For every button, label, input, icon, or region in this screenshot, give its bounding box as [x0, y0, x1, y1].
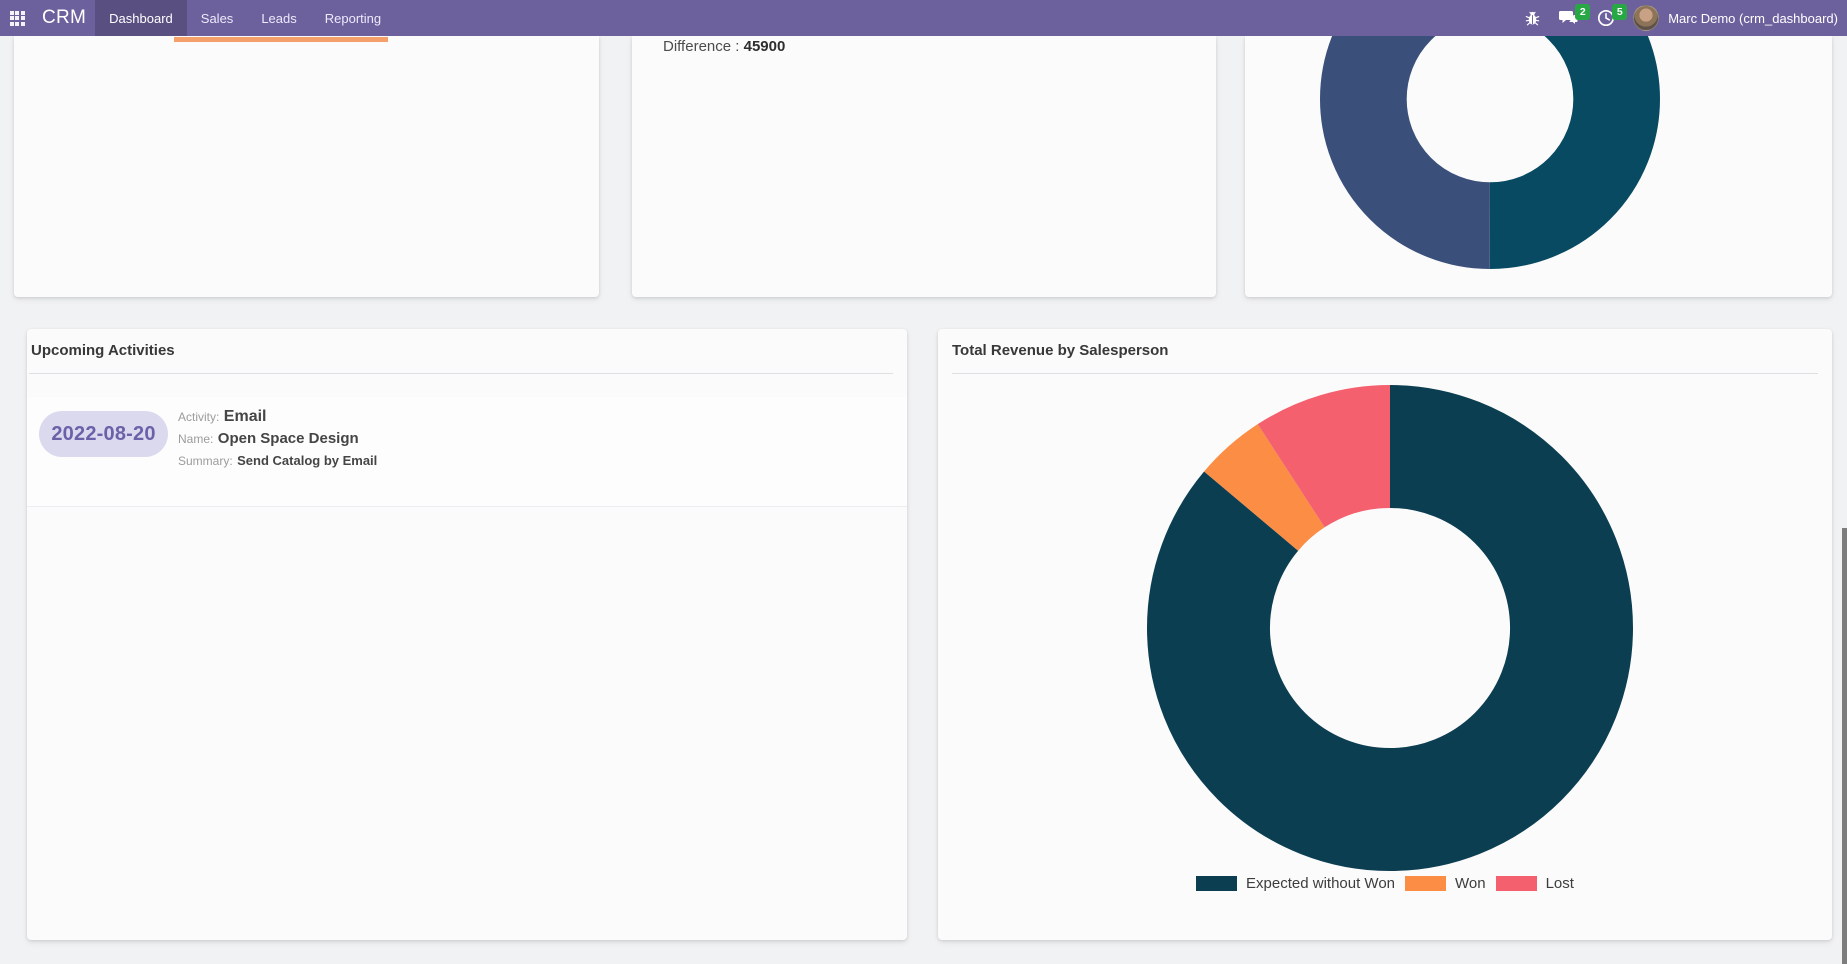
user-menu[interactable]: Marc Demo (crm_dashboard)	[1668, 10, 1838, 26]
activity-name-value: Open Space Design	[217, 430, 359, 447]
partial-donut-chart[interactable]	[1319, 36, 1661, 270]
activities-count-badge[interactable]: 5	[1612, 4, 1628, 20]
total-revenue-title: Total Revenue by Salesperson	[952, 342, 1169, 359]
upcoming-activities-card: Upcoming Activities 2022-08-20 Activity:…	[27, 329, 907, 940]
legend-label-won: Won	[1455, 875, 1486, 892]
user-avatar[interactable]	[1633, 5, 1660, 31]
legend-swatch-won	[1405, 876, 1447, 891]
difference-text: Difference : 45900	[663, 38, 785, 55]
activities-clock-icon[interactable]: 5	[1596, 4, 1628, 28]
legend-item-expected[interactable]: Expected without Won	[1196, 875, 1395, 892]
activity-summary-value: Send Catalog by Email	[237, 453, 378, 468]
apps-menu-button[interactable]	[0, 0, 34, 36]
card-divider	[952, 373, 1818, 374]
messages-count-badge[interactable]: 2	[1575, 4, 1591, 20]
total-revenue-card: Total Revenue by Salesperson Expected wi…	[938, 329, 1832, 940]
dashboard-card-left-clipped	[14, 36, 599, 297]
upcoming-activities-title: Upcoming Activities	[31, 342, 175, 359]
legend-item-won[interactable]: Won	[1405, 875, 1486, 892]
menu-item-reporting[interactable]: Reporting	[324, 10, 382, 26]
vertical-scrollbar-thumb[interactable]	[1842, 528, 1847, 964]
dashboard-card-difference: Difference : 45900	[632, 36, 1216, 297]
debug-bug-icon[interactable]	[1522, 8, 1542, 28]
apps-grid-icon	[9, 10, 25, 26]
legend-swatch-expected	[1196, 876, 1238, 891]
activity-type-label: Activity:	[178, 410, 220, 424]
dashboard-card-donut-clipped	[1245, 36, 1832, 297]
menu-item-leads[interactable]: Leads	[261, 10, 297, 26]
top-navbar: CRM Dashboard Sales Leads Reporting	[0, 0, 1847, 36]
difference-label: Difference :	[663, 38, 744, 55]
menu-item-sales[interactable]: Sales	[200, 10, 234, 26]
legend-swatch-lost	[1495, 876, 1537, 891]
activity-summary-label: Summary:	[178, 454, 233, 468]
legend-item-lost[interactable]: Lost	[1495, 875, 1574, 892]
activity-type-value: Email	[223, 408, 267, 425]
legend-label-expected: Expected without Won	[1246, 875, 1396, 892]
activity-date-badge: 2022-08-20	[39, 411, 168, 457]
messages-icon[interactable]: 2	[1559, 4, 1591, 28]
chart-legend: Expected without Won Won Lost	[938, 875, 1832, 892]
main-menu: Dashboard Sales Leads Reporting	[95, 0, 395, 36]
activity-details: Activity: Email Name: Open Space Design …	[178, 408, 377, 474]
legend-label-lost: Lost	[1545, 875, 1574, 892]
revenue-donut-chart[interactable]	[1147, 385, 1633, 871]
horizontal-bar-chart-fragment	[174, 37, 388, 42]
difference-value: 45900	[743, 38, 786, 55]
card-divider	[29, 373, 893, 374]
app-name[interactable]: CRM	[42, 7, 87, 28]
activity-name-label: Name:	[178, 432, 214, 446]
activity-list-item[interactable]: 2022-08-20 Activity: Email Name: Open Sp…	[27, 397, 907, 507]
systray: 2 5 Marc Demo (crm_dashboard)	[1522, 4, 1847, 31]
menu-item-dashboard[interactable]: Dashboard	[95, 0, 187, 36]
